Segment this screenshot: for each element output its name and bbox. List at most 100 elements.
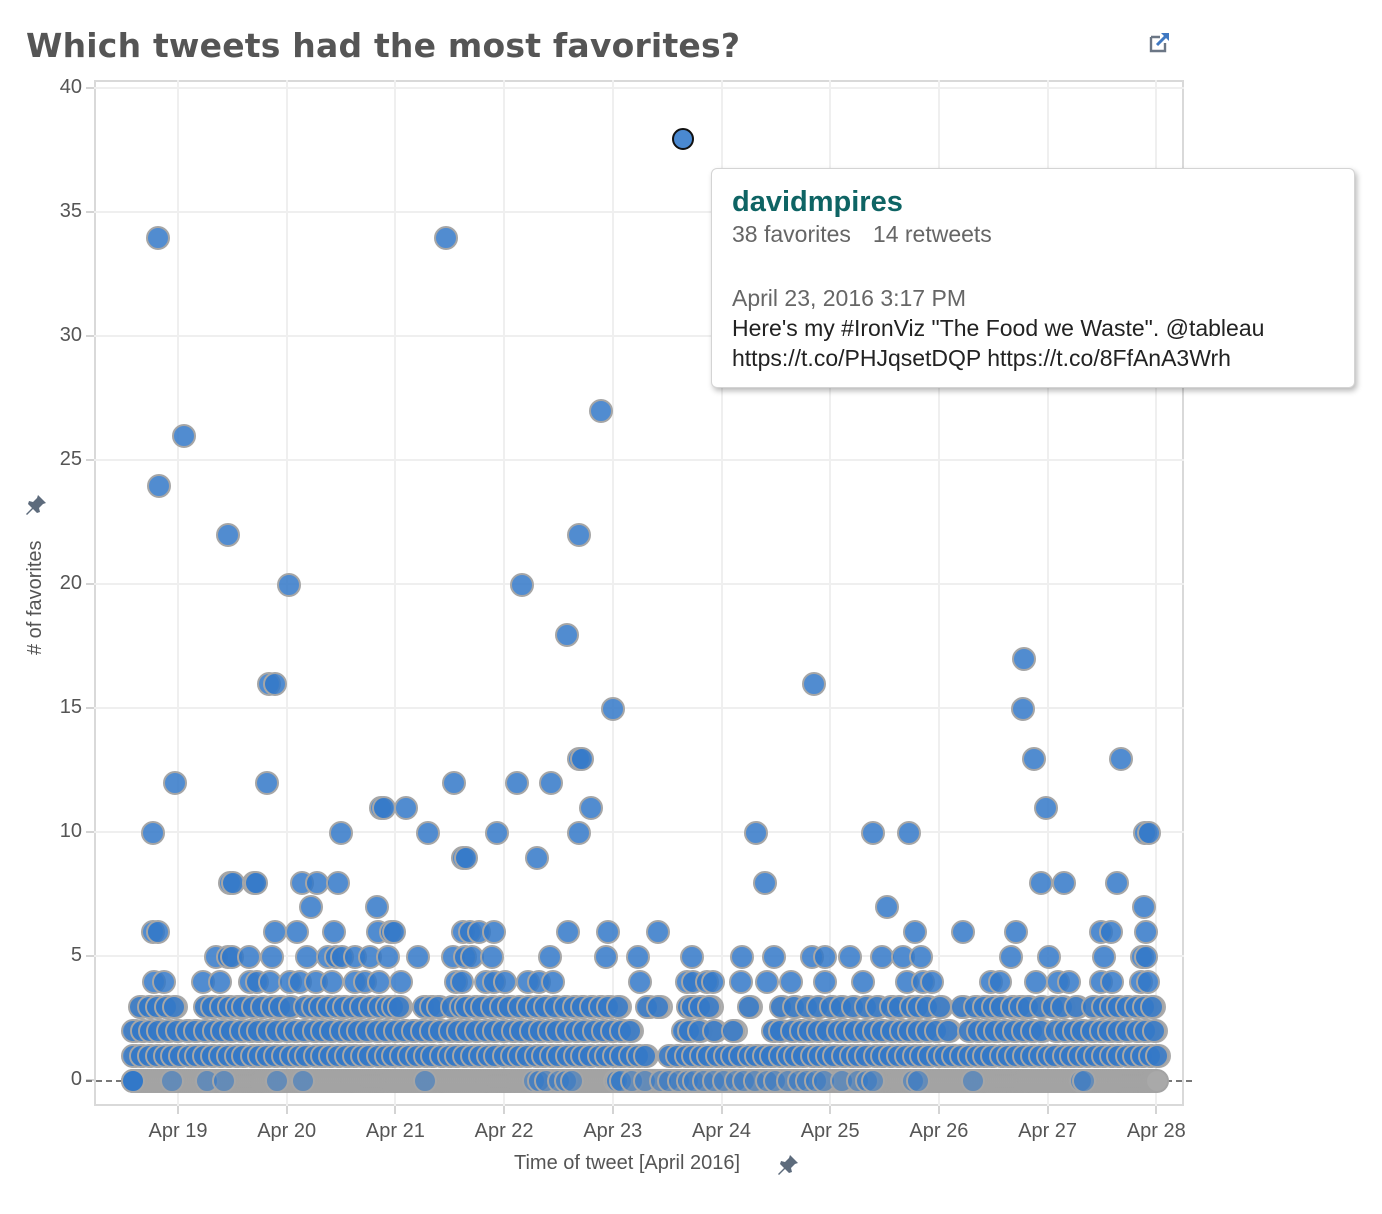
- data-point[interactable]: [578, 796, 603, 821]
- data-point[interactable]: [1099, 969, 1124, 994]
- data-point[interactable]: [600, 697, 625, 721]
- data-point[interactable]: [596, 920, 621, 945]
- pushpin-icon[interactable]: [776, 1153, 798, 1175]
- data-point[interactable]: [493, 969, 518, 994]
- data-point[interactable]: [434, 225, 459, 250]
- data-point[interactable]: [556, 920, 581, 945]
- data-point[interactable]: [1092, 945, 1117, 969]
- data-point[interactable]: [540, 969, 565, 994]
- data-point[interactable]: [778, 969, 803, 994]
- data-point[interactable]: [276, 573, 301, 597]
- data-point[interactable]: [1109, 746, 1134, 771]
- data-point[interactable]: [146, 920, 171, 945]
- data-point[interactable]: [372, 796, 397, 821]
- data-point[interactable]: [1134, 920, 1159, 945]
- data-point[interactable]: [860, 1069, 885, 1093]
- data-point[interactable]: [1034, 796, 1059, 821]
- data-point[interactable]: [1098, 920, 1123, 945]
- data-point[interactable]: [537, 945, 562, 969]
- external-link-icon[interactable]: [1148, 30, 1172, 54]
- data-point[interactable]: [524, 845, 549, 870]
- data-point[interactable]: [151, 969, 176, 994]
- data-point[interactable]: [950, 920, 975, 945]
- data-point[interactable]: [1057, 969, 1082, 994]
- data-point[interactable]: [262, 920, 287, 945]
- data-point[interactable]: [236, 945, 261, 969]
- data-point[interactable]: [1136, 821, 1161, 845]
- data-point[interactable]: [298, 895, 323, 920]
- data-point[interactable]: [1051, 870, 1076, 895]
- data-point[interactable]: [1139, 994, 1164, 1019]
- data-point[interactable]: [744, 821, 769, 845]
- selected-data-point[interactable]: [672, 127, 695, 150]
- data-point[interactable]: [1023, 969, 1048, 994]
- data-point[interactable]: [752, 870, 777, 895]
- data-point[interactable]: [1134, 945, 1159, 969]
- data-point[interactable]: [646, 994, 671, 1019]
- data-point[interactable]: [1022, 746, 1047, 771]
- data-point[interactable]: [208, 969, 233, 994]
- data-point[interactable]: [538, 771, 563, 796]
- data-point[interactable]: [920, 969, 945, 994]
- data-point[interactable]: [388, 969, 413, 994]
- data-point[interactable]: [1003, 920, 1028, 945]
- data-point[interactable]: [260, 945, 285, 969]
- data-point[interactable]: [172, 424, 197, 449]
- data-point[interactable]: [290, 1069, 315, 1093]
- data-point[interactable]: [320, 969, 345, 994]
- data-point[interactable]: [367, 969, 391, 994]
- data-point[interactable]: [485, 821, 510, 845]
- data-point[interactable]: [480, 945, 505, 969]
- data-point[interactable]: [730, 945, 755, 969]
- data-point[interactable]: [322, 920, 347, 945]
- data-point[interactable]: [860, 821, 885, 845]
- pushpin-icon[interactable]: [24, 493, 46, 515]
- data-point[interactable]: [382, 920, 407, 945]
- data-point[interactable]: [386, 994, 411, 1019]
- data-point[interactable]: [415, 821, 440, 845]
- data-point[interactable]: [987, 969, 1012, 994]
- data-point[interactable]: [1144, 1069, 1169, 1093]
- data-point[interactable]: [1132, 895, 1157, 920]
- data-point[interactable]: [761, 945, 786, 969]
- data-point[interactable]: [594, 945, 619, 969]
- data-point[interactable]: [162, 771, 187, 796]
- data-point[interactable]: [394, 796, 419, 821]
- data-point[interactable]: [1036, 945, 1061, 969]
- data-point[interactable]: [1010, 697, 1035, 721]
- data-point[interactable]: [909, 945, 934, 969]
- data-point[interactable]: [646, 920, 671, 945]
- data-point[interactable]: [588, 399, 613, 424]
- data-point[interactable]: [1011, 647, 1036, 672]
- data-point[interactable]: [755, 969, 780, 994]
- data-point[interactable]: [680, 945, 705, 969]
- data-point[interactable]: [510, 573, 535, 597]
- data-point[interactable]: [147, 473, 172, 498]
- data-point[interactable]: [567, 523, 592, 548]
- data-point[interactable]: [700, 969, 725, 994]
- data-point[interactable]: [1028, 870, 1053, 895]
- data-point[interactable]: [625, 945, 650, 969]
- data-point[interactable]: [801, 672, 826, 697]
- data-point[interactable]: [627, 969, 652, 994]
- data-point[interactable]: [812, 945, 837, 969]
- data-point[interactable]: [555, 622, 580, 647]
- data-point[interactable]: [812, 969, 837, 994]
- data-point[interactable]: [505, 771, 530, 796]
- data-point[interactable]: [736, 994, 761, 1019]
- data-point[interactable]: [364, 895, 389, 920]
- data-point[interactable]: [697, 994, 722, 1019]
- data-point[interactable]: [140, 821, 165, 845]
- data-point[interactable]: [482, 920, 507, 945]
- data-point[interactable]: [262, 672, 287, 697]
- data-point[interactable]: [874, 895, 899, 920]
- data-point[interactable]: [161, 994, 186, 1019]
- data-point[interactable]: [998, 945, 1023, 969]
- data-point[interactable]: [264, 1069, 289, 1093]
- data-point[interactable]: [449, 969, 474, 994]
- data-point[interactable]: [328, 821, 353, 845]
- data-point[interactable]: [850, 969, 875, 994]
- data-point[interactable]: [1105, 870, 1130, 895]
- data-point[interactable]: [728, 969, 753, 994]
- data-point[interactable]: [960, 1069, 985, 1093]
